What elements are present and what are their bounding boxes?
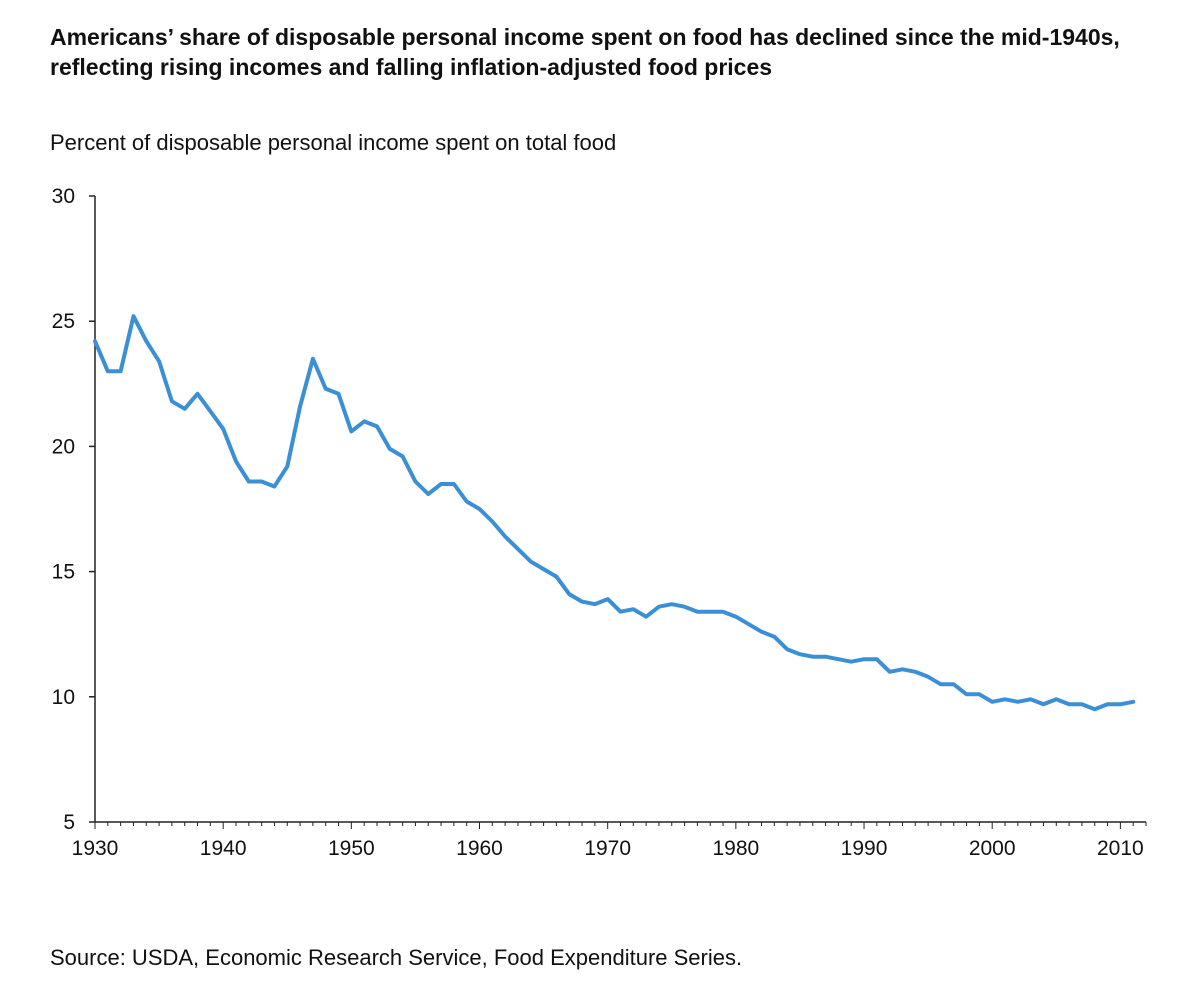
series-line	[93, 314, 1136, 712]
y-tick-label: 5	[63, 811, 75, 834]
y-tick-label: 20	[52, 435, 75, 458]
x-tick-label: 1980	[712, 837, 759, 860]
x-tick-label: 1950	[328, 837, 375, 860]
y-tick-label: 25	[52, 310, 75, 333]
chart-series	[93, 314, 1136, 712]
source-note: Source: USDA, Economic Research Service,…	[50, 945, 743, 970]
x-tick-label: 1960	[456, 837, 503, 860]
x-tick-label: 2000	[969, 837, 1016, 860]
x-tick-label: 1970	[584, 837, 631, 860]
y-tick-label: 30	[52, 185, 75, 208]
y-tick-label: 15	[52, 561, 75, 584]
chart-title: Americans’ share of disposable personal …	[50, 24, 1120, 80]
y-tick-label: 10	[52, 686, 75, 709]
x-tick-label: 1930	[72, 837, 119, 860]
x-tick-label: 1990	[841, 837, 888, 860]
y-axis-label: Percent of disposable personal income sp…	[50, 130, 617, 155]
x-tick-label: 2010	[1097, 837, 1144, 860]
chart-axes: 5 10 15 20 25 30 1930 1940 1950 1960 1970 1980 1990 2…	[52, 185, 1147, 860]
x-tick-label: 1940	[200, 837, 247, 860]
